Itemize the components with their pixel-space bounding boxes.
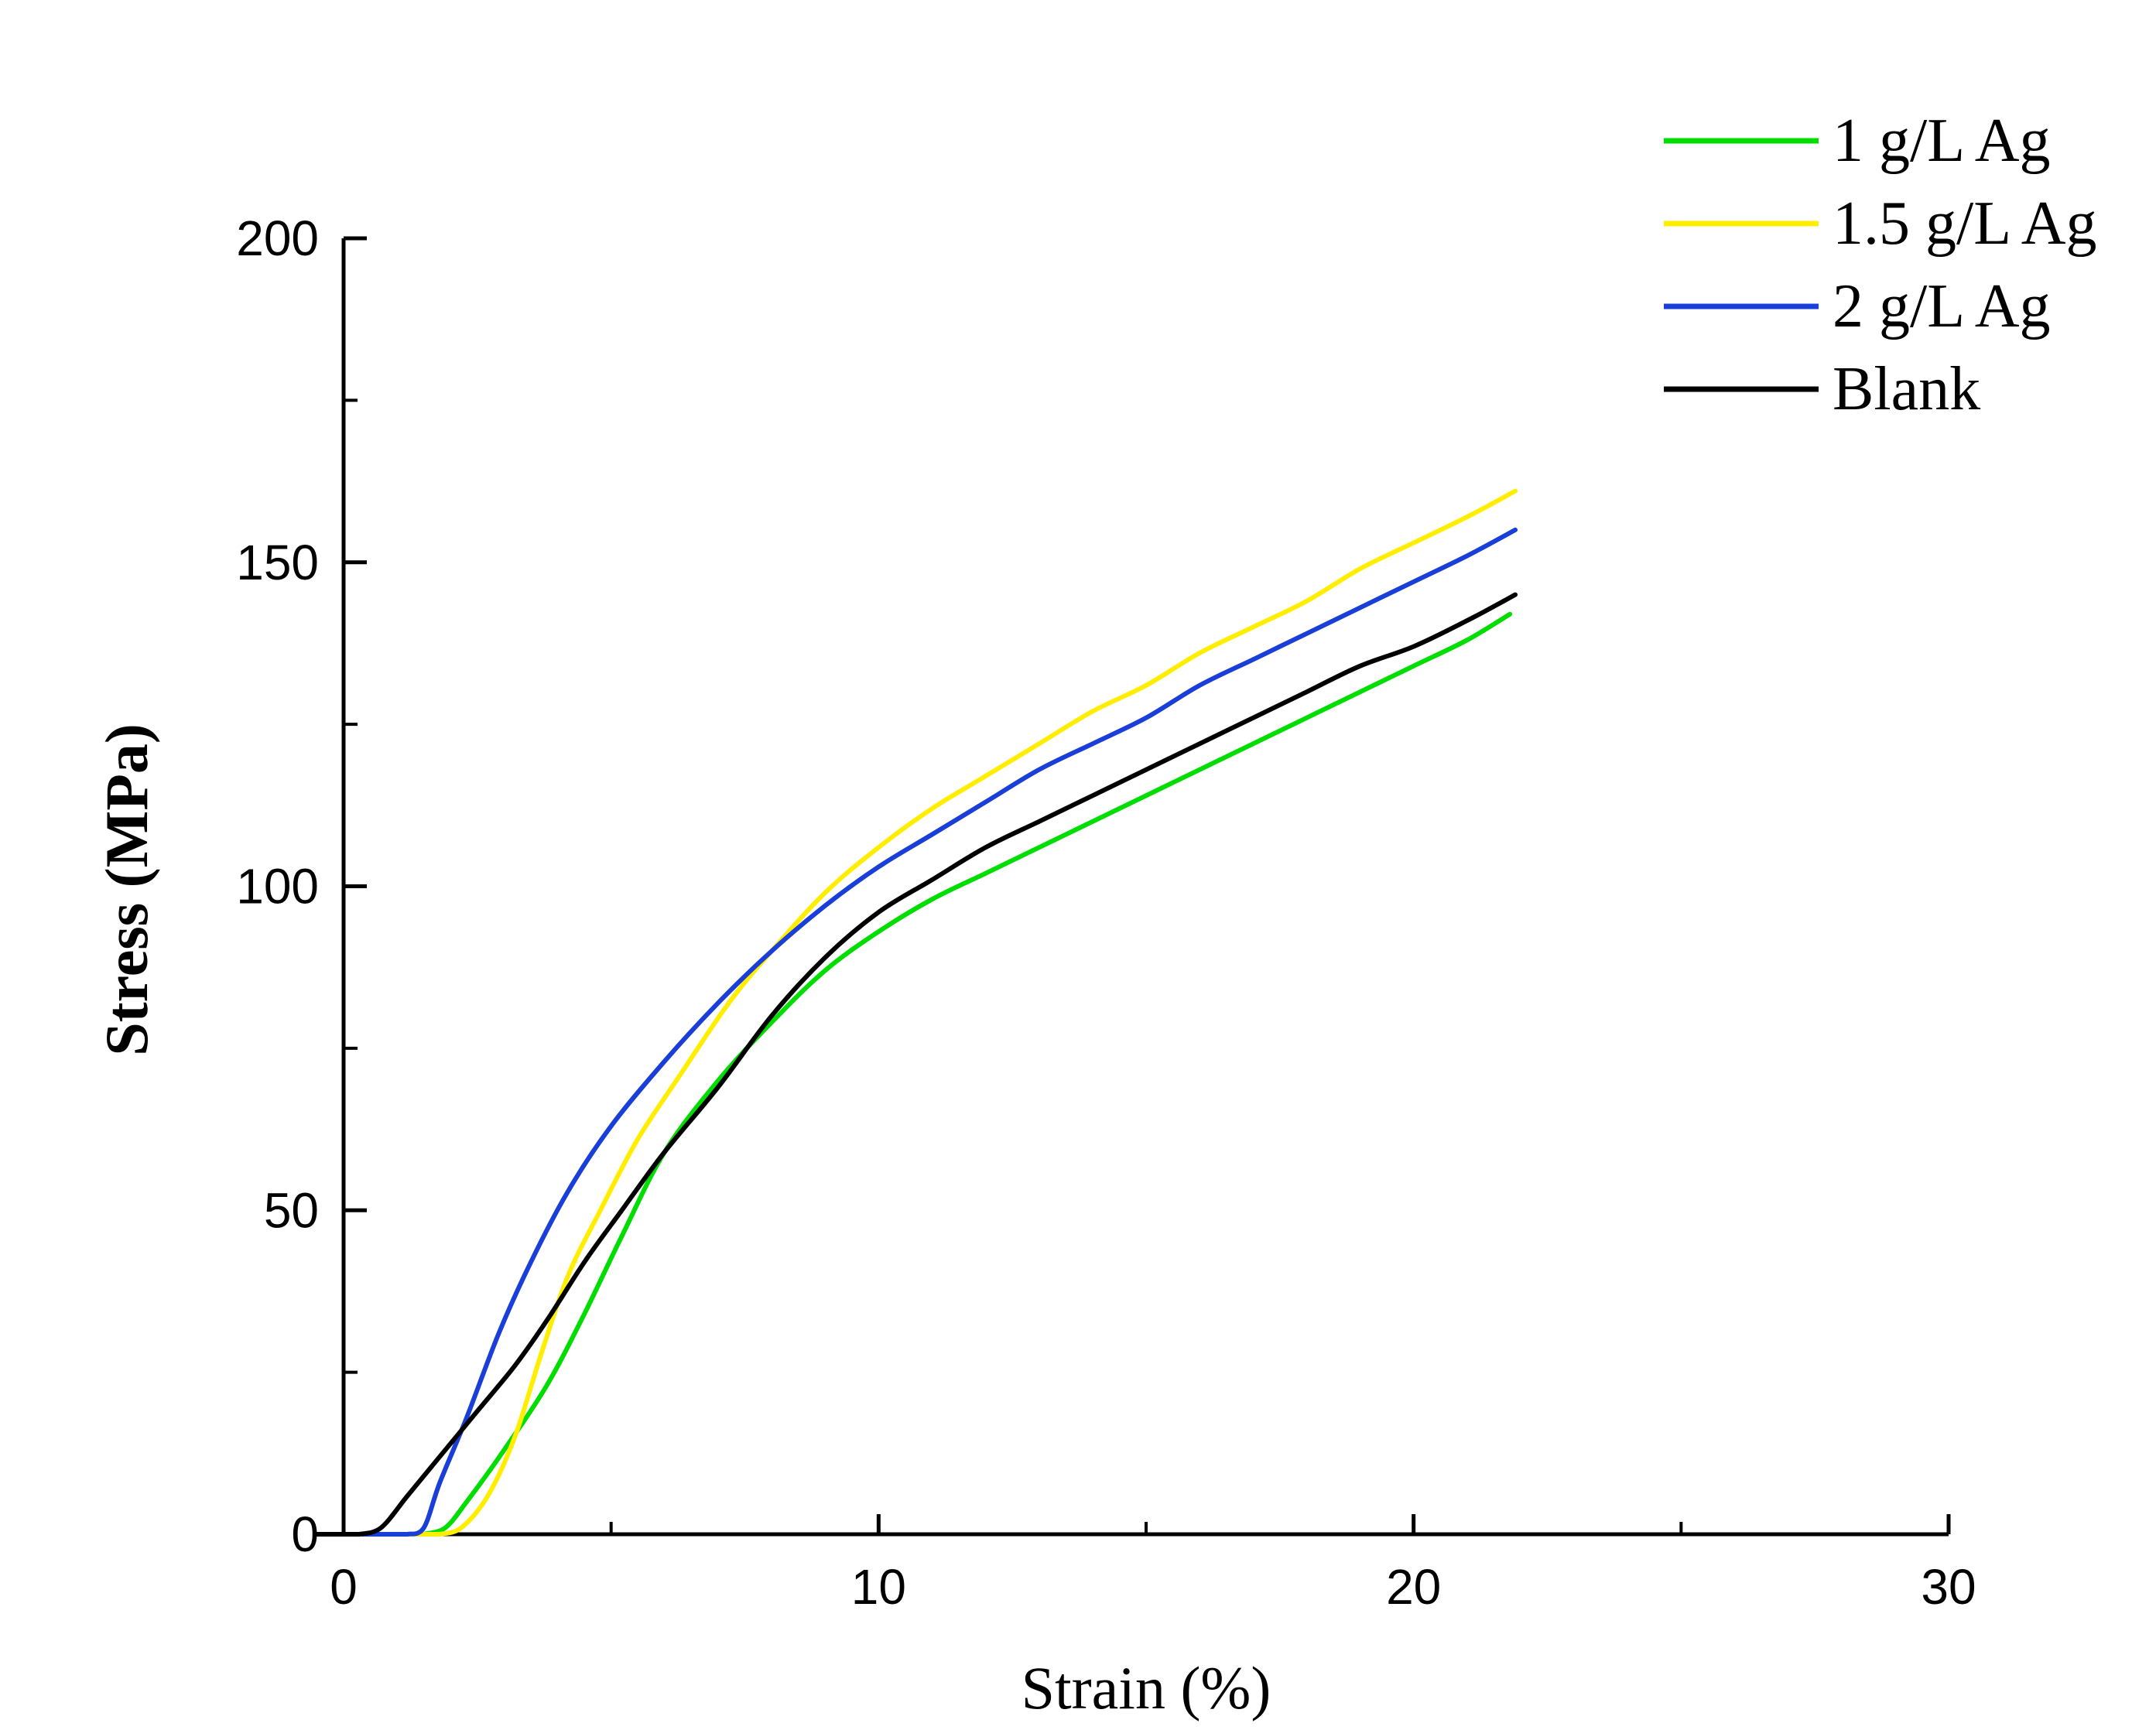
legend-label: 1.5 g/L Ag <box>1833 190 2096 258</box>
series-line <box>357 592 1518 1537</box>
legend-label: Blank <box>1833 355 1980 423</box>
y-tick-label: 100 <box>236 859 319 915</box>
x-axis-title: Strain (%) <box>1022 1654 1271 1721</box>
legend: 1 g/L Ag 1.5 g/L Ag 2 g/L Ag Blank <box>1664 107 2096 423</box>
legend-label: 1 g/L Ag <box>1833 107 2050 175</box>
x-tick-label: 30 <box>1921 1559 1976 1615</box>
series-group <box>313 488 1518 1537</box>
x-tick-label: 20 <box>1386 1559 1441 1615</box>
y-axis-title: Stress (MPa) <box>93 723 160 1056</box>
series-3 <box>313 592 1518 1537</box>
y-tick-label: 150 <box>236 535 319 590</box>
y-tick-label: 200 <box>236 210 319 266</box>
legend-label: 2 g/L Ag <box>1833 272 2050 340</box>
x-tick-label: 0 <box>330 1559 358 1615</box>
series-line <box>421 611 1513 1537</box>
series-line <box>437 488 1518 1537</box>
x-tick-label: 10 <box>851 1559 906 1615</box>
series-line <box>406 527 1518 1537</box>
y-tick-label: 50 <box>264 1182 319 1238</box>
